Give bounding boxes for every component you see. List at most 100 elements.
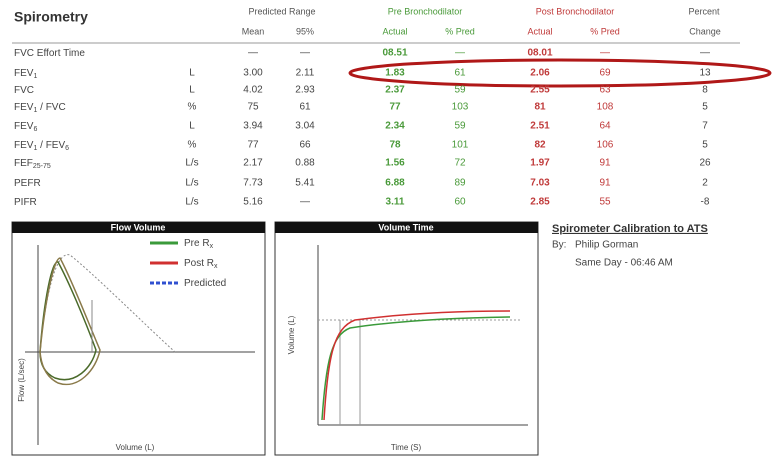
cell: 3.04	[295, 121, 315, 132]
label-part: Pre R	[184, 238, 210, 249]
cell: 75	[247, 102, 259, 113]
cell: 1.97	[530, 158, 550, 169]
row-label: FVC	[14, 85, 34, 96]
row-unit: L	[189, 121, 195, 132]
label-part: / FEV	[37, 140, 65, 151]
legend-entry: Pre Rx	[184, 238, 214, 251]
cell: 61	[299, 102, 311, 113]
subscript: 1	[33, 145, 37, 152]
cell: —	[600, 48, 610, 59]
calibration-title: Spirometer Calibration to ATS	[552, 223, 708, 235]
cell: 1.83	[385, 68, 405, 79]
calibration-by: By:	[552, 240, 566, 251]
cell: —	[700, 48, 710, 59]
cell: 8	[702, 85, 708, 96]
subscript: x	[210, 243, 214, 250]
cell: 2.37	[385, 85, 405, 96]
x-axis-label: Volume (L)	[116, 443, 155, 452]
cell: 2.06	[530, 68, 550, 79]
post-header: Post Bronchodilator	[536, 6, 615, 16]
cell: 101	[452, 140, 469, 151]
cell: 81	[534, 102, 546, 113]
column-header: Actual	[527, 26, 552, 36]
row-unit: %	[188, 102, 197, 113]
column-header: Actual	[382, 26, 407, 36]
column-header: Change	[689, 26, 721, 36]
percent-header: Percent	[688, 6, 720, 16]
x-axis-label: Time (S)	[391, 443, 422, 452]
calibration-name: Philip Gorman	[575, 240, 638, 251]
cell: —	[300, 197, 310, 208]
cell: 78	[389, 140, 401, 151]
legend-entry: Post Rx	[184, 258, 218, 271]
cell: 69	[599, 68, 611, 79]
cell: 3.11	[386, 197, 405, 208]
row-label: PEFR	[14, 178, 41, 189]
cell: 77	[247, 140, 259, 151]
row-label: PIFR	[14, 197, 37, 208]
label-part: PEFR	[14, 178, 41, 189]
label-part: FEV	[14, 102, 34, 113]
label-part: PIFR	[14, 197, 37, 208]
predicted-range-header: Predicted Range	[248, 6, 315, 16]
cell: 7.73	[243, 178, 263, 189]
cell: 7	[702, 121, 708, 132]
panel-frame	[274, 221, 539, 456]
cell: —	[248, 48, 258, 59]
cell: 08.01	[527, 48, 552, 59]
cell: 2.34	[385, 121, 405, 132]
post-curve	[323, 310, 511, 421]
cell: 4.02	[243, 85, 263, 96]
y-axis-label: Flow (L/sec)	[17, 358, 26, 402]
cell: 59	[454, 121, 466, 132]
row-label: FEV6	[14, 121, 37, 134]
cell: 63	[599, 85, 611, 96]
cell: 2.17	[243, 158, 263, 169]
row-label: FEV1 / FEV6	[14, 140, 69, 153]
cell: 5.16	[243, 197, 263, 208]
label-part: FEV	[14, 140, 34, 151]
row-label: FEF25-75	[14, 158, 51, 171]
row-unit: L	[189, 85, 195, 96]
pre-curve	[321, 316, 511, 421]
cell: 3.00	[243, 68, 263, 79]
label-part: FVC	[14, 85, 34, 96]
label-part: FEV	[14, 121, 34, 132]
highlight-ellipse	[348, 58, 772, 88]
cell: 72	[454, 158, 466, 169]
subscript: 6	[33, 126, 37, 133]
row-unit: L/s	[185, 197, 198, 208]
column-header: % Pred	[590, 26, 620, 36]
subscript: 1	[33, 107, 37, 114]
column-header: % Pred	[445, 26, 475, 36]
column-header: Mean	[242, 26, 265, 36]
cell: 2.85	[530, 197, 550, 208]
flow-volume-panel: Flow Volume Flow (L/sec) Volume (L)	[11, 221, 266, 456]
cell: 91	[599, 178, 611, 189]
subscript: 1	[33, 73, 37, 80]
cell: 89	[454, 178, 466, 189]
panel-title: Flow Volume	[111, 222, 166, 232]
panel-title-bar	[12, 222, 265, 233]
legend-entry: Predicted	[184, 278, 226, 289]
label-part: FEF	[14, 158, 33, 169]
cell: 2.93	[295, 85, 315, 96]
report-title: Spirometry	[14, 9, 88, 25]
post-curve	[39, 257, 101, 386]
subscript: 6	[65, 145, 69, 152]
cell: 2	[702, 178, 708, 189]
cell: 13	[699, 68, 711, 79]
panel-title-bar	[275, 222, 538, 233]
cell: 08.51	[382, 48, 407, 59]
cell: 61	[454, 68, 466, 79]
label-part: / FVC	[37, 102, 65, 113]
cell: 6.88	[385, 178, 405, 189]
cell: 5	[702, 140, 708, 151]
volume-time-panel: Volume Time Volume (L) Time (S)	[274, 221, 539, 456]
cell: 82	[534, 140, 546, 151]
cell: 5.41	[295, 178, 315, 189]
cell: 3.94	[243, 121, 263, 132]
row-label: FEV1	[14, 68, 37, 81]
cell: 103	[452, 102, 469, 113]
